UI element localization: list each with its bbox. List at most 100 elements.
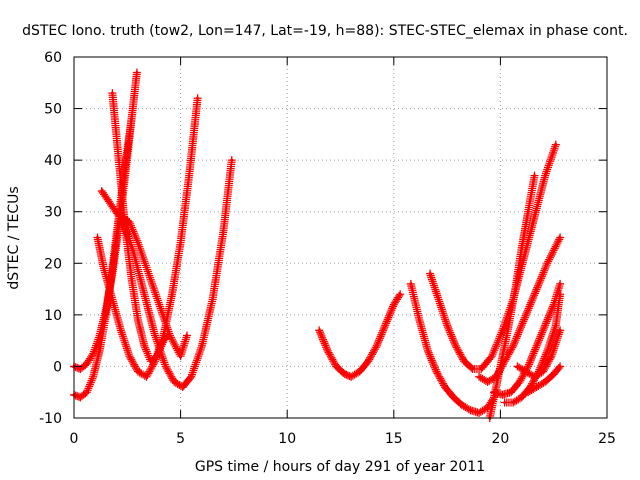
data-point (104, 313, 108, 317)
data-point (417, 318, 421, 322)
data-point (110, 297, 114, 301)
data-point (543, 174, 547, 178)
data-point (100, 189, 104, 193)
x-axis-label: GPS time / hours of day 291 of year 2011 (195, 459, 485, 475)
data-point (454, 344, 458, 348)
y-tick-label: -10 (39, 411, 62, 427)
data-point (127, 220, 131, 224)
data-point (511, 344, 515, 348)
x-tick-label: 10 (278, 431, 296, 447)
data-point (528, 303, 532, 307)
data-point (550, 354, 554, 358)
data-point (102, 266, 106, 270)
data-point (157, 303, 161, 307)
data-point (554, 143, 558, 147)
data-point (535, 344, 539, 348)
data-point (520, 246, 524, 250)
data-point (520, 395, 524, 399)
data-point (110, 266, 114, 270)
data-point (490, 354, 494, 358)
chart-title: dSTEC Iono. truth (tow2, Lon=147, Lat=-1… (22, 23, 628, 39)
data-point (170, 292, 174, 296)
data-point (164, 364, 168, 368)
data-point (383, 323, 387, 327)
data-point (492, 390, 496, 394)
y-tick-label: 60 (44, 50, 62, 66)
data-point (189, 375, 193, 379)
data-point (501, 393, 505, 397)
data-point (85, 362, 89, 366)
data-point (509, 390, 513, 394)
data-point (428, 272, 432, 276)
data-point (147, 272, 151, 276)
data-point (503, 401, 507, 405)
data-point (179, 241, 183, 245)
y-tick-label: 40 (44, 153, 62, 169)
data-point (187, 174, 191, 178)
data-point (552, 372, 556, 376)
data-point (533, 174, 537, 178)
data-series (315, 290, 405, 381)
data-point (144, 375, 148, 379)
data-point (533, 375, 537, 379)
data-point (110, 205, 114, 209)
data-point (168, 333, 172, 337)
data-point (136, 370, 140, 374)
data-point (110, 91, 114, 95)
x-tick-label: 20 (491, 431, 509, 447)
data-point (503, 359, 507, 363)
data-point (119, 328, 123, 332)
x-tick-label: 25 (598, 431, 616, 447)
x-tick-label: 0 (70, 431, 79, 447)
data-point (445, 323, 449, 327)
data-point (426, 349, 430, 353)
data-series (97, 156, 236, 392)
data-point (343, 372, 347, 376)
data-point (95, 236, 99, 239)
data-point (460, 403, 464, 407)
data-point (230, 158, 234, 162)
data-point (181, 385, 185, 389)
data-point (545, 261, 549, 265)
data-point (132, 251, 136, 255)
data-point (552, 303, 556, 307)
data-point (142, 344, 146, 348)
data-point (462, 359, 466, 363)
y-tick-label: 30 (44, 205, 62, 221)
data-point (537, 282, 541, 286)
data-point (153, 359, 157, 363)
data-point (520, 323, 524, 327)
y-tick-label: 50 (44, 102, 62, 118)
data-point (121, 220, 125, 224)
data-point (554, 323, 558, 327)
data-point (358, 370, 362, 374)
data-point (392, 303, 396, 307)
data-point (162, 333, 166, 337)
data-series (513, 326, 565, 381)
data-point (477, 375, 481, 379)
data-point (558, 364, 562, 368)
data-point (375, 344, 379, 348)
data-point (558, 292, 562, 296)
data-point (409, 282, 413, 286)
data-point (136, 318, 140, 322)
data-point (558, 236, 562, 239)
data-point (366, 359, 370, 363)
data-point (524, 370, 528, 374)
data-point (185, 333, 189, 337)
data-point (153, 333, 157, 337)
data-point (130, 277, 134, 281)
data-point (513, 287, 517, 291)
data-point (535, 385, 539, 389)
data-point (471, 367, 475, 371)
tick-labels: 0 5 10 15 20 25 -10 0 10 20 30 40 50 60 (39, 50, 616, 447)
data-point (558, 282, 562, 286)
data-point (91, 375, 95, 379)
data-point (135, 70, 139, 74)
axis-ticks (73, 56, 608, 419)
data-point (85, 390, 89, 394)
data-point (479, 367, 483, 371)
data-point (501, 328, 505, 332)
y-tick-label: 10 (44, 308, 62, 324)
